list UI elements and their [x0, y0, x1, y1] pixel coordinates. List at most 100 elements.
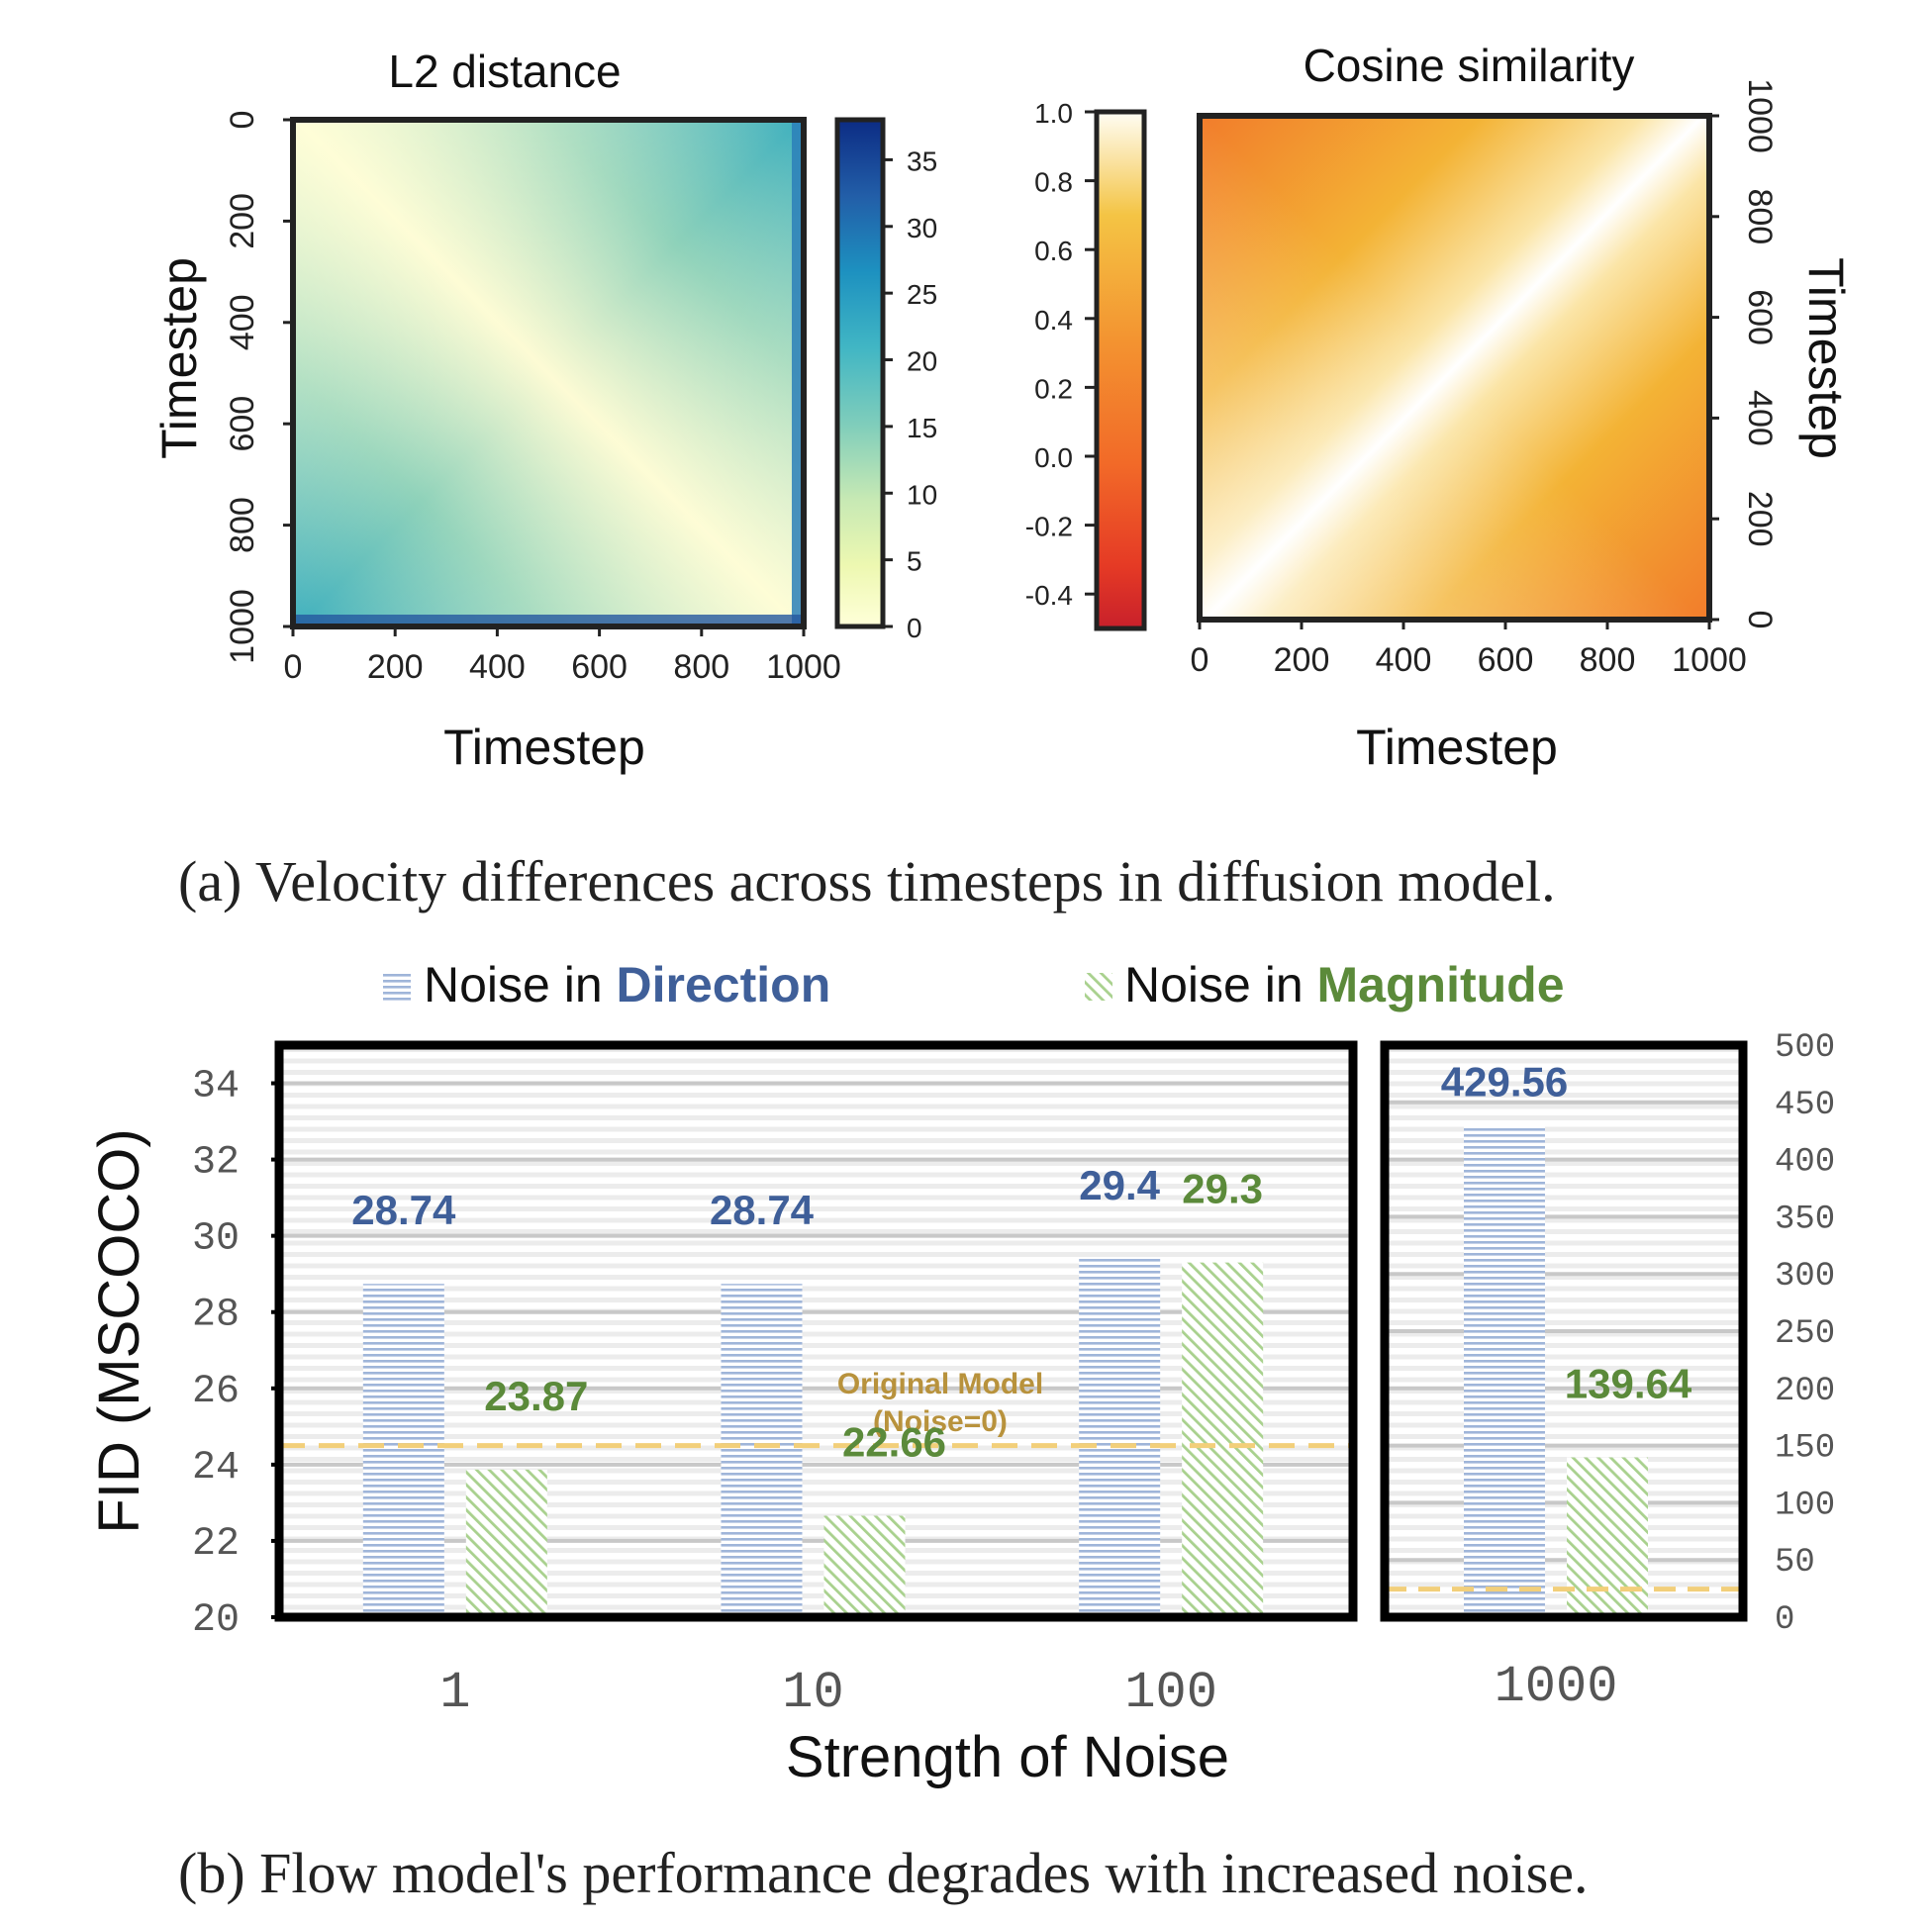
- x-tick-label: 1000: [1672, 641, 1747, 679]
- bar-magnitude-1: [465, 1469, 547, 1617]
- y-tick-label: 250: [1775, 1315, 1835, 1353]
- caption-b: (b) Flow model's performance degrades wi…: [178, 1841, 1589, 1905]
- colorbar-tick-label: 0: [907, 613, 922, 643]
- colorbar-tick-label: 25: [907, 279, 937, 310]
- y-tick-label: 0: [1775, 1601, 1794, 1639]
- y-tick-label: 600: [224, 396, 261, 452]
- y-tick-label: 350: [1775, 1201, 1835, 1238]
- cos-frame: [1197, 113, 1712, 623]
- right-plot-frame: [1380, 1040, 1748, 1622]
- y-tick-label: 500: [1775, 1029, 1835, 1067]
- x-tick-label: 0: [1191, 641, 1209, 679]
- x-tick-label: 0: [284, 648, 303, 686]
- x-tick-label: 1: [439, 1664, 470, 1722]
- y-tick-label: 200: [1775, 1373, 1835, 1410]
- colorbar-tick-label: 0.4: [1034, 305, 1073, 336]
- colorbar-tick-label: 10: [907, 479, 937, 510]
- y-tick-label: 300: [1775, 1258, 1835, 1296]
- y-tick-label: 1000: [1741, 78, 1779, 153]
- right-bars: [1464, 1125, 1648, 1617]
- value-label-magnitude-10: 22.66: [842, 1419, 946, 1466]
- colorbar-tick-label: 35: [907, 145, 937, 176]
- y-tick-label: 30: [192, 1217, 240, 1262]
- colorbar-tick-label: -0.2: [1025, 512, 1073, 542]
- y-tick-label: 22: [192, 1522, 240, 1567]
- l2-ylabel: Timestep: [151, 257, 207, 459]
- legend-direction-swatch: [383, 973, 411, 1001]
- value-label-magnitude-1000: 139.64: [1565, 1361, 1692, 1407]
- cos-title: Cosine similarity: [1304, 40, 1635, 91]
- x-tick-label: 600: [571, 648, 628, 686]
- colorbar-tick-label: 0.0: [1034, 442, 1073, 473]
- cos-ylabel: Timestep: [1798, 257, 1854, 459]
- colorbar-tick-label: 0.2: [1034, 373, 1073, 404]
- l2-frame: [290, 117, 807, 629]
- x-tick-label: 200: [1274, 641, 1330, 679]
- bar-direction-100: [1079, 1258, 1161, 1617]
- y-tick-label: 50: [1775, 1544, 1815, 1582]
- x-tick-label: 400: [1376, 641, 1432, 679]
- y-tick-label: 150: [1775, 1430, 1835, 1468]
- y-tick-label: 800: [1741, 188, 1779, 244]
- y-tick-label: 400: [1775, 1144, 1835, 1182]
- y-tick-label: 450: [1775, 1087, 1835, 1124]
- cos-xlabel: Timestep: [1356, 720, 1558, 775]
- y-tick-label: 100: [1775, 1487, 1835, 1524]
- x-tick-label: 200: [367, 648, 424, 686]
- y-tick-label: 400: [1741, 390, 1779, 446]
- value-label-direction-1: 28.74: [351, 1187, 456, 1233]
- cos-colorbar-ticks: 1.0 0.8 0.6 0.4 0.2 0.0 -0.2 -0.4: [1025, 98, 1097, 611]
- l2-title: L2 distance: [388, 46, 621, 97]
- y-tick-label: 800: [224, 497, 261, 553]
- cos-x-ticks: 0 200 400 600 800 1000: [1191, 620, 1747, 679]
- y-tick-label: 34: [192, 1065, 240, 1109]
- l2-colorbar-ticks: 0 5 10 15 20 25 30 35: [883, 145, 937, 643]
- cos-colorbar: [1094, 109, 1147, 631]
- x-tick-label: 800: [1580, 641, 1636, 679]
- bar-direction-1000: [1464, 1125, 1545, 1617]
- left-y-ticks: 20 22 24 26 28 30 32 34: [192, 1065, 279, 1643]
- l2-x-ticks: 0 200 400 600 800 1000: [284, 626, 841, 686]
- cos-y-ticks: 0 200 400 600 800 1000: [1709, 78, 1779, 628]
- x-tick-label: 1000: [766, 648, 841, 686]
- original-model-sublabel: (Noise=0): [873, 1405, 1008, 1438]
- legend-direction-word: Direction: [617, 957, 831, 1012]
- value-label-direction-1000: 429.56: [1441, 1058, 1568, 1105]
- bar-ylabel: FID (MSCOCO): [87, 1128, 151, 1533]
- l2-heatmap-shade: [293, 120, 804, 626]
- right-value-labels: 429.56 139.64: [1441, 1058, 1692, 1406]
- x-tick-label: 800: [673, 648, 729, 686]
- y-tick-label: 26: [192, 1370, 240, 1414]
- bar-direction-1: [362, 1284, 444, 1617]
- x-tick-label: 100: [1124, 1664, 1217, 1722]
- bar-direction-10: [721, 1284, 803, 1617]
- y-tick-label: 200: [224, 193, 261, 249]
- bar-magnitude-1000: [1567, 1457, 1648, 1617]
- left-x-ticks: 1 10 100: [439, 1664, 1217, 1722]
- colorbar-tick-label: 30: [907, 213, 937, 243]
- colorbar-tick-label: 0.6: [1034, 236, 1073, 266]
- l2-xlabel: Timestep: [443, 720, 645, 775]
- value-label-magnitude-1: 23.87: [484, 1373, 588, 1419]
- legend-direction-label: Noise in Direction: [424, 957, 830, 1012]
- colorbar-tick-label: 5: [907, 546, 922, 577]
- x-tick-label: 600: [1478, 641, 1534, 679]
- colorbar-tick-label: 1.0: [1034, 98, 1073, 129]
- colorbar-tick-label: 15: [907, 413, 937, 443]
- value-label-magnitude-100: 29.3: [1182, 1166, 1263, 1212]
- fid-bar-chart: Noise in Direction Noise in Magnitude Or…: [87, 957, 1835, 1789]
- y-tick-label: 200: [1741, 491, 1779, 547]
- cos-heatmap-shade: [1200, 116, 1709, 620]
- y-tick-label: 400: [224, 294, 261, 350]
- l2-colorbar: [834, 117, 886, 629]
- l2-heatmap-chart: L2 distance 0 200 400 600 800 1000 0 200 400 600…: [151, 46, 937, 775]
- legend-magnitude-label: Noise in Magnitude: [1124, 957, 1565, 1012]
- value-label-direction-10: 28.74: [710, 1187, 815, 1233]
- legend: Noise in Direction Noise in Magnitude: [383, 957, 1565, 1012]
- original-model-label: Original Model: [837, 1368, 1043, 1400]
- value-label-direction-100: 29.4: [1079, 1162, 1160, 1208]
- caption-a: (a) Velocity differences across timestep…: [178, 849, 1556, 914]
- legend-magnitude-swatch: [1085, 973, 1112, 1001]
- x-tick-label: 400: [469, 648, 526, 686]
- y-tick-label: 0: [1741, 611, 1779, 629]
